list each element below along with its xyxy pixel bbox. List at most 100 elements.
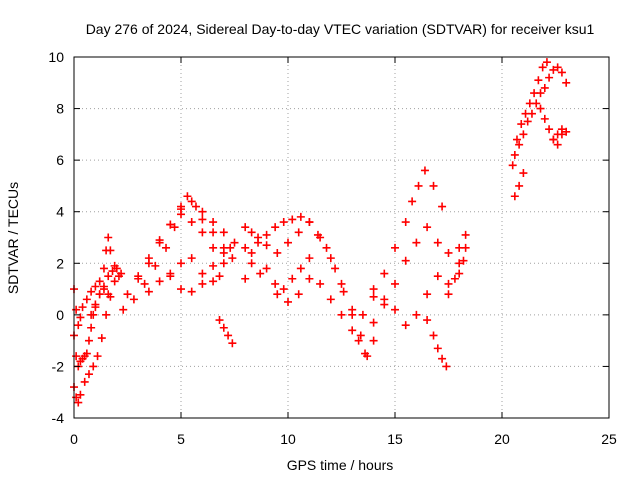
data-point bbox=[534, 76, 543, 85]
data-point bbox=[241, 223, 250, 232]
data-point bbox=[247, 228, 256, 237]
data-point bbox=[288, 215, 297, 224]
data-point bbox=[256, 269, 265, 278]
data-point bbox=[72, 393, 81, 402]
data-point bbox=[187, 287, 196, 296]
data-point bbox=[104, 272, 113, 281]
data-point bbox=[316, 233, 325, 242]
data-point bbox=[326, 254, 335, 263]
data-point bbox=[401, 321, 410, 330]
data-point bbox=[549, 65, 558, 74]
data-point bbox=[97, 334, 106, 343]
data-point bbox=[540, 83, 549, 92]
data-point bbox=[412, 238, 421, 247]
data-point bbox=[91, 303, 100, 312]
data-point bbox=[104, 233, 113, 242]
data-point bbox=[82, 349, 91, 358]
data-point bbox=[562, 127, 571, 136]
data-point bbox=[84, 370, 93, 379]
data-point bbox=[438, 354, 447, 363]
data-point bbox=[553, 130, 562, 139]
data-point bbox=[228, 339, 237, 348]
data-point bbox=[442, 362, 451, 371]
data-point bbox=[129, 295, 138, 304]
data-point bbox=[106, 246, 115, 255]
data-point bbox=[183, 192, 192, 201]
data-point bbox=[391, 279, 399, 288]
data-point bbox=[326, 295, 335, 304]
data-point bbox=[123, 290, 132, 299]
data-point bbox=[305, 274, 314, 283]
data-point bbox=[198, 269, 207, 278]
x-tick-label: 25 bbox=[601, 431, 617, 447]
data-point bbox=[209, 277, 218, 286]
data-point bbox=[230, 238, 239, 247]
data-point bbox=[209, 243, 218, 252]
data-point bbox=[177, 285, 185, 294]
data-point bbox=[557, 68, 566, 77]
series-trace-c bbox=[70, 277, 119, 407]
data-point bbox=[401, 256, 410, 265]
data-point bbox=[316, 279, 325, 288]
data-point bbox=[72, 352, 81, 361]
data-point bbox=[433, 238, 442, 247]
data-point bbox=[284, 297, 292, 306]
series-trace-j bbox=[215, 316, 237, 348]
data-point bbox=[545, 73, 554, 82]
data-point bbox=[512, 135, 521, 144]
data-point bbox=[209, 228, 218, 237]
data-point bbox=[429, 181, 438, 190]
data-point bbox=[110, 261, 119, 270]
data-point bbox=[170, 223, 179, 232]
data-point bbox=[557, 125, 566, 134]
data-point bbox=[198, 207, 207, 216]
data-point bbox=[433, 272, 442, 281]
data-point bbox=[545, 125, 554, 134]
y-tick-label: -4 bbox=[52, 410, 65, 426]
data-point bbox=[84, 336, 93, 345]
data-point bbox=[151, 261, 160, 270]
data-point bbox=[87, 323, 96, 332]
data-point bbox=[99, 264, 108, 273]
x-axis-label: GPS time / hours bbox=[287, 457, 394, 473]
data-points bbox=[70, 58, 571, 407]
series-trace-v bbox=[510, 169, 528, 201]
data-point bbox=[89, 362, 98, 371]
data-point bbox=[224, 331, 233, 340]
data-point bbox=[523, 117, 532, 126]
data-point bbox=[549, 135, 558, 144]
data-point bbox=[166, 272, 175, 281]
data-point bbox=[198, 215, 207, 224]
series-trace-i bbox=[166, 254, 224, 286]
data-point bbox=[420, 166, 429, 175]
data-point bbox=[348, 326, 357, 335]
data-point bbox=[536, 89, 545, 98]
data-point bbox=[247, 259, 256, 268]
data-point bbox=[72, 305, 81, 314]
data-point bbox=[262, 241, 271, 250]
data-point bbox=[119, 305, 128, 314]
series-trace-u bbox=[510, 99, 566, 159]
data-point bbox=[271, 279, 280, 288]
data-point bbox=[423, 316, 432, 325]
data-point bbox=[562, 78, 571, 87]
data-point bbox=[108, 267, 117, 276]
data-point bbox=[74, 398, 83, 407]
data-point bbox=[294, 228, 303, 237]
data-point bbox=[134, 272, 143, 281]
data-point bbox=[429, 331, 438, 340]
y-tick-label: 2 bbox=[56, 255, 64, 271]
data-point bbox=[423, 290, 432, 299]
data-point bbox=[91, 282, 100, 291]
data-point bbox=[99, 285, 108, 294]
data-point bbox=[542, 58, 551, 67]
data-point bbox=[226, 243, 235, 252]
y-tick-label: 6 bbox=[56, 152, 64, 168]
data-point bbox=[279, 285, 288, 294]
data-point bbox=[305, 218, 314, 227]
data-point bbox=[423, 223, 432, 232]
x-tick-label: 0 bbox=[70, 431, 78, 447]
series-trace-q bbox=[369, 256, 468, 330]
x-tick-labels: 0 5 10 15 20 25 bbox=[70, 431, 617, 447]
data-point bbox=[288, 274, 297, 283]
